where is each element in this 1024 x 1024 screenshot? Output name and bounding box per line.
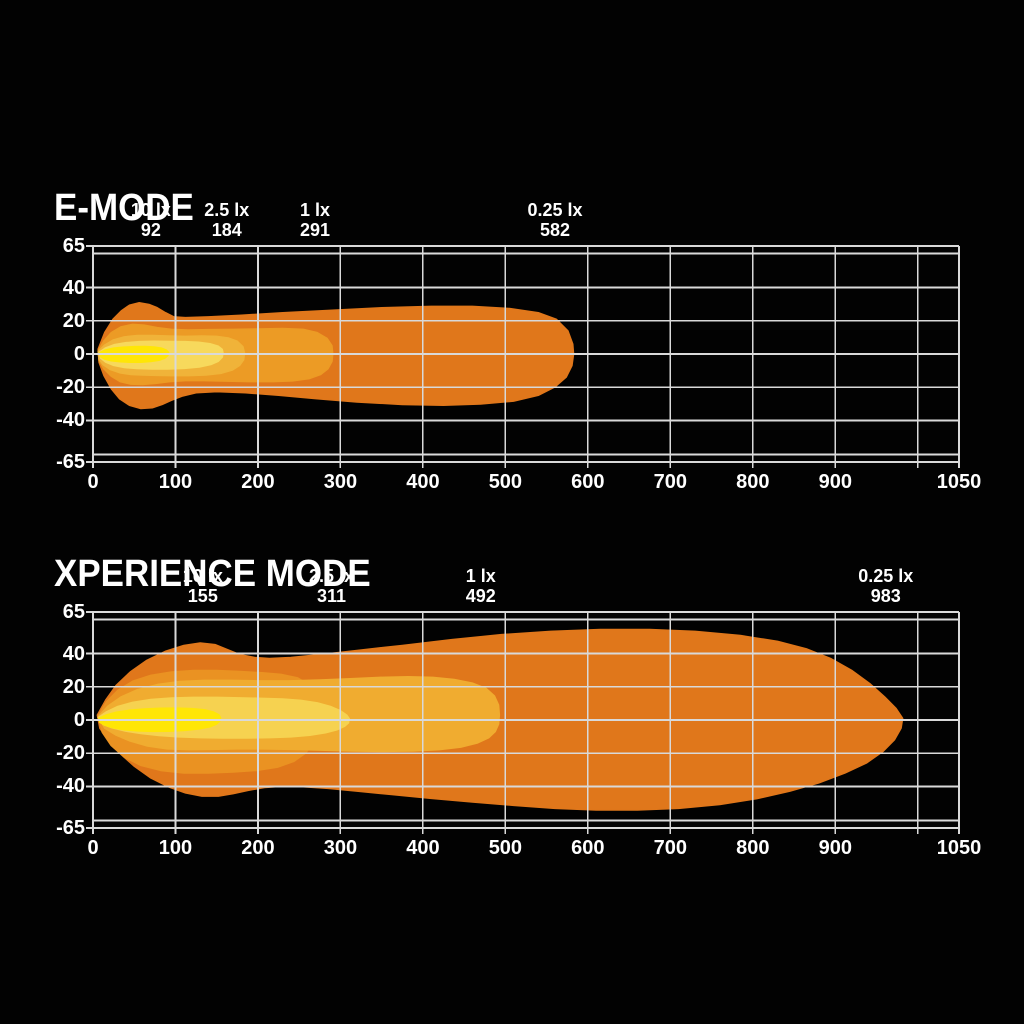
y-tick-label: -65 (56, 817, 85, 839)
x-tick-label: 800 (736, 837, 770, 859)
plot-area (86, 611, 960, 834)
lux-distance-value: 983 (870, 586, 901, 606)
lux-distance-value: 311 (316, 586, 347, 606)
y-tick-label: 0 (73, 709, 85, 731)
y-tick-label: -40 (56, 775, 85, 798)
y-tick-label: 20 (62, 675, 85, 698)
lux-distance-value: 184 (211, 220, 242, 240)
lux-marker: 1 lx 291 (250, 200, 380, 240)
plot-area (86, 245, 960, 468)
x-tick-label: 100 (158, 471, 193, 493)
x-tick-label: 600 (571, 837, 605, 859)
lux-level-label: 1 lx (299, 200, 331, 220)
lux-level-label: 10 lx (182, 566, 223, 586)
lux-level-label: 2.5 lx (204, 200, 250, 220)
chart-title-e-mode: E-MODE (54, 186, 194, 229)
x-tick-label: 200 (241, 837, 275, 859)
lux-distance-value: 92 (140, 220, 161, 240)
y-tick-label: 40 (62, 642, 85, 665)
x-tick-label: 300 (323, 837, 358, 859)
y-tick-label: -65 (56, 451, 85, 473)
lux-distance-value: 582 (539, 220, 571, 240)
x-tick-label: 1050 (936, 471, 982, 493)
lux-marker: 1 lx 492 (416, 566, 546, 606)
x-tick-label: 0 (87, 837, 99, 859)
x-tick-label: 800 (736, 471, 770, 493)
y-tick-label: -20 (56, 376, 85, 399)
x-tick-label: 500 (488, 471, 523, 493)
y-tick-label: -20 (56, 742, 85, 765)
lux-marker: 0.25 lx 983 (821, 566, 951, 606)
x-tick-label: 600 (571, 471, 605, 493)
lux-level-label: 1 lx (465, 566, 496, 586)
x-tick-label: 900 (818, 471, 852, 493)
x-tick-label: 1050 (936, 837, 982, 859)
y-tick-label: 0 (73, 343, 85, 365)
x-tick-label: 100 (158, 837, 193, 859)
lux-distance-value: 291 (299, 220, 331, 240)
lux-marker: 10 lx 155 (138, 566, 268, 606)
y-tick-label: 65 (62, 601, 85, 623)
x-tick-label: 700 (653, 471, 688, 493)
x-tick-label: 0 (87, 471, 99, 493)
x-tick-label: 400 (406, 837, 440, 859)
x-tick-label: 200 (241, 471, 275, 493)
lux-marker: 10 lx 92 (86, 200, 216, 240)
beam-contours (97, 302, 575, 410)
y-tick-label: 40 (62, 276, 85, 299)
lux-distance-value: 492 (465, 586, 496, 606)
x-tick-label: 300 (323, 471, 358, 493)
x-tick-label: 500 (488, 837, 523, 859)
lux-marker: 2.5 lx 311 (267, 566, 397, 606)
y-tick-label: 20 (62, 309, 85, 332)
lux-distance-value: 155 (187, 586, 218, 606)
chart-title-xperience-mode: XPERIENCE MODE (54, 552, 371, 595)
y-tick-label: -40 (56, 409, 85, 432)
lux-marker: 0.25 lx 582 (490, 200, 620, 240)
lux-level-label: 2.5 lx (308, 566, 355, 586)
lux-level-label: 0.25 lx (858, 566, 914, 586)
beam-plot-svg (86, 245, 960, 468)
x-tick-label: 400 (406, 471, 440, 493)
x-tick-label: 700 (653, 837, 688, 859)
y-tick-label: 65 (62, 235, 85, 257)
lux-level-label: 0.25 lx (527, 200, 583, 220)
beam-plot-svg (86, 611, 960, 834)
lux-marker: 2.5 lx 184 (162, 200, 292, 240)
lux-level-label: 10 lx (130, 200, 171, 220)
x-tick-label: 900 (818, 837, 852, 859)
